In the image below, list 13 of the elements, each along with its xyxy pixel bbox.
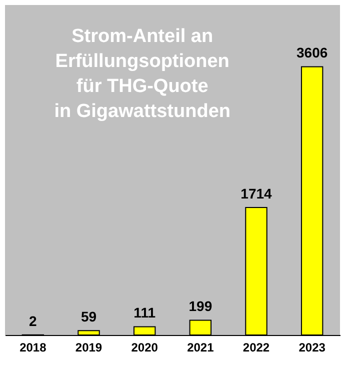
x-tick-label: 2020 (131, 340, 158, 354)
data-label: 59 (80, 308, 97, 325)
x-tick-label: 2019 (75, 340, 102, 354)
data-label: 2 (29, 312, 38, 329)
data-label: 3606 (296, 44, 328, 61)
x-tick-label: 2021 (187, 340, 214, 354)
chart-title: Strom-Anteil an Erfüllungsoptionen für THG-Quote in Gigawattstunden (54, 26, 230, 122)
data-label: 1714 (240, 185, 272, 202)
data-label: 111 (134, 304, 156, 321)
x-tick-label: 2022 (242, 340, 270, 354)
x-tick-label: 2018 (20, 340, 47, 354)
data-label: 199 (188, 298, 212, 314)
x-tick-label: 2023 (298, 340, 326, 354)
